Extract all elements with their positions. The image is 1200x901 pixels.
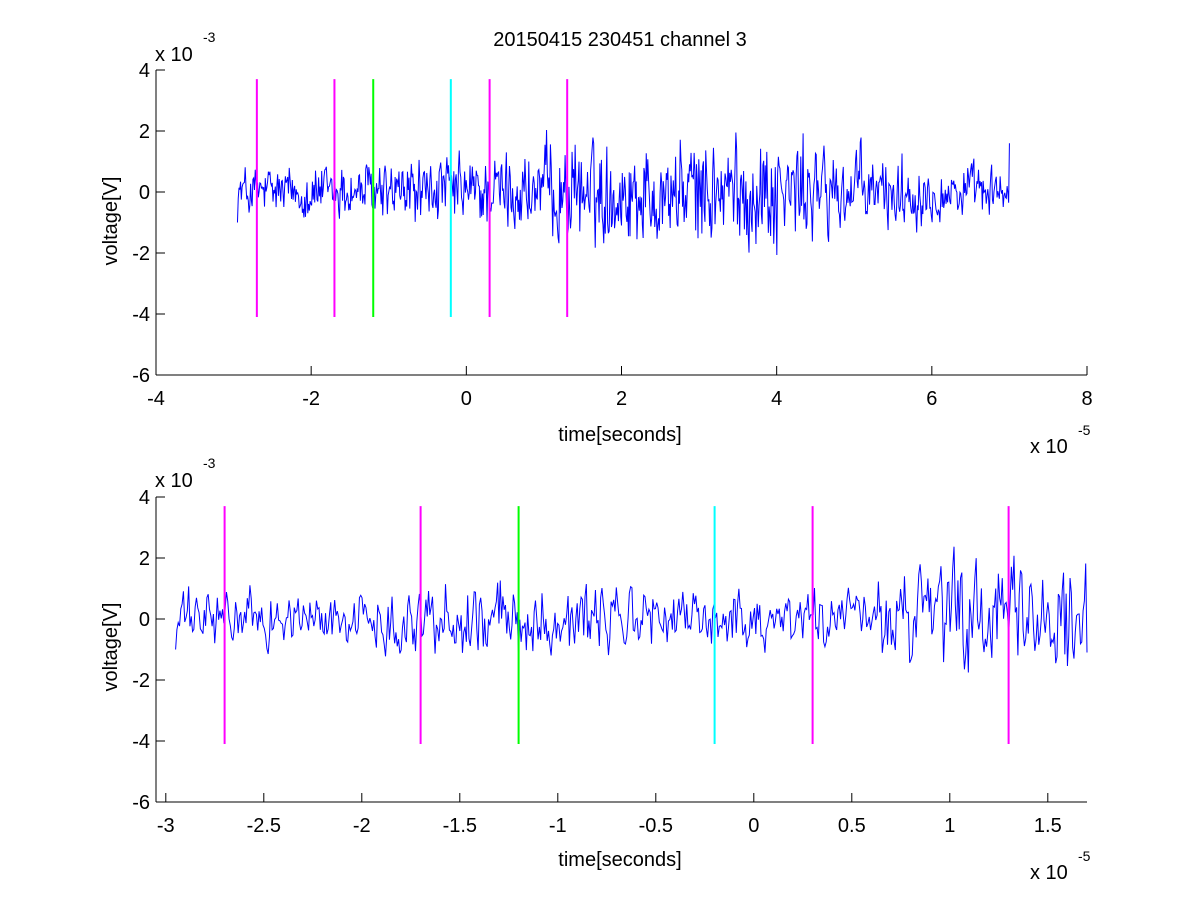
top-y-exponent: -3 xyxy=(203,29,216,45)
top-x-tick-label: 8 xyxy=(1081,388,1092,410)
bottom-x-axis-label: time[seconds] xyxy=(558,849,681,871)
top-x-tick-label: 2 xyxy=(616,388,627,410)
bottom-x-tick-label: -1.5 xyxy=(443,815,477,837)
bottom-y-tick-label: -4 xyxy=(132,731,150,753)
top-x-exponent: -5 xyxy=(1078,422,1091,438)
top-y-tick-label: 4 xyxy=(139,60,150,82)
top-y-tick-label: 2 xyxy=(139,121,150,143)
bottom-x-tick-label: -0.5 xyxy=(639,815,673,837)
top-y-tick-label: -6 xyxy=(132,365,150,387)
top-y-axis-label: voltage[V] xyxy=(100,177,122,266)
top-y-multiplier: x 10 xyxy=(155,44,193,66)
top-x-tick-label: 4 xyxy=(771,388,782,410)
top-x-tick-label: -2 xyxy=(302,388,320,410)
chart-title: 20150415 230451 channel 3 xyxy=(493,29,747,51)
top-y-tick-label: -4 xyxy=(132,304,150,326)
bottom-x-tick-label: -1 xyxy=(549,815,567,837)
top-x-multiplier: x 10 xyxy=(1030,436,1068,458)
top-x-axis-label: time[seconds] xyxy=(558,424,681,446)
top-x-tick-label: 0 xyxy=(461,388,472,410)
top-y-tick-label: 0 xyxy=(139,182,150,204)
bottom-x-tick-label: -2 xyxy=(353,815,371,837)
bottom-y-exponent: -3 xyxy=(203,455,216,471)
bottom-x-tick-label: 1 xyxy=(944,815,955,837)
bottom-y-tick-label: 4 xyxy=(139,487,150,509)
bottom-x-exponent: -5 xyxy=(1078,848,1091,864)
top-y-tick-label: -2 xyxy=(132,243,150,265)
bottom-x-multiplier: x 10 xyxy=(1030,862,1068,884)
bottom-y-tick-label: 2 xyxy=(139,548,150,570)
bottom-x-tick-label: 1.5 xyxy=(1034,815,1062,837)
bottom-y-tick-label: -6 xyxy=(132,792,150,814)
top-x-tick-label: 6 xyxy=(926,388,937,410)
bottom-signal-series xyxy=(175,546,1088,673)
bottom-x-tick-label: -2.5 xyxy=(247,815,281,837)
top-x-tick-label: -4 xyxy=(147,388,165,410)
bottom-y-tick-label: -2 xyxy=(132,670,150,692)
top-subplot: x 10 -3 x 10 -5 time[seconds] voltage[V]… xyxy=(100,29,1093,458)
bottom-y-axis-label: voltage[V] xyxy=(100,603,122,692)
top-signal-series xyxy=(236,130,1010,255)
bottom-x-tick-label: 0.5 xyxy=(838,815,866,837)
bottom-y-tick-label: 0 xyxy=(139,609,150,631)
bottom-subplot: x 10 -3 x 10 -5 time[seconds] voltage[V]… xyxy=(100,455,1091,884)
bottom-x-tick-label: 0 xyxy=(748,815,759,837)
bottom-y-multiplier: x 10 xyxy=(155,470,193,492)
bottom-x-tick-label: -3 xyxy=(157,815,175,837)
